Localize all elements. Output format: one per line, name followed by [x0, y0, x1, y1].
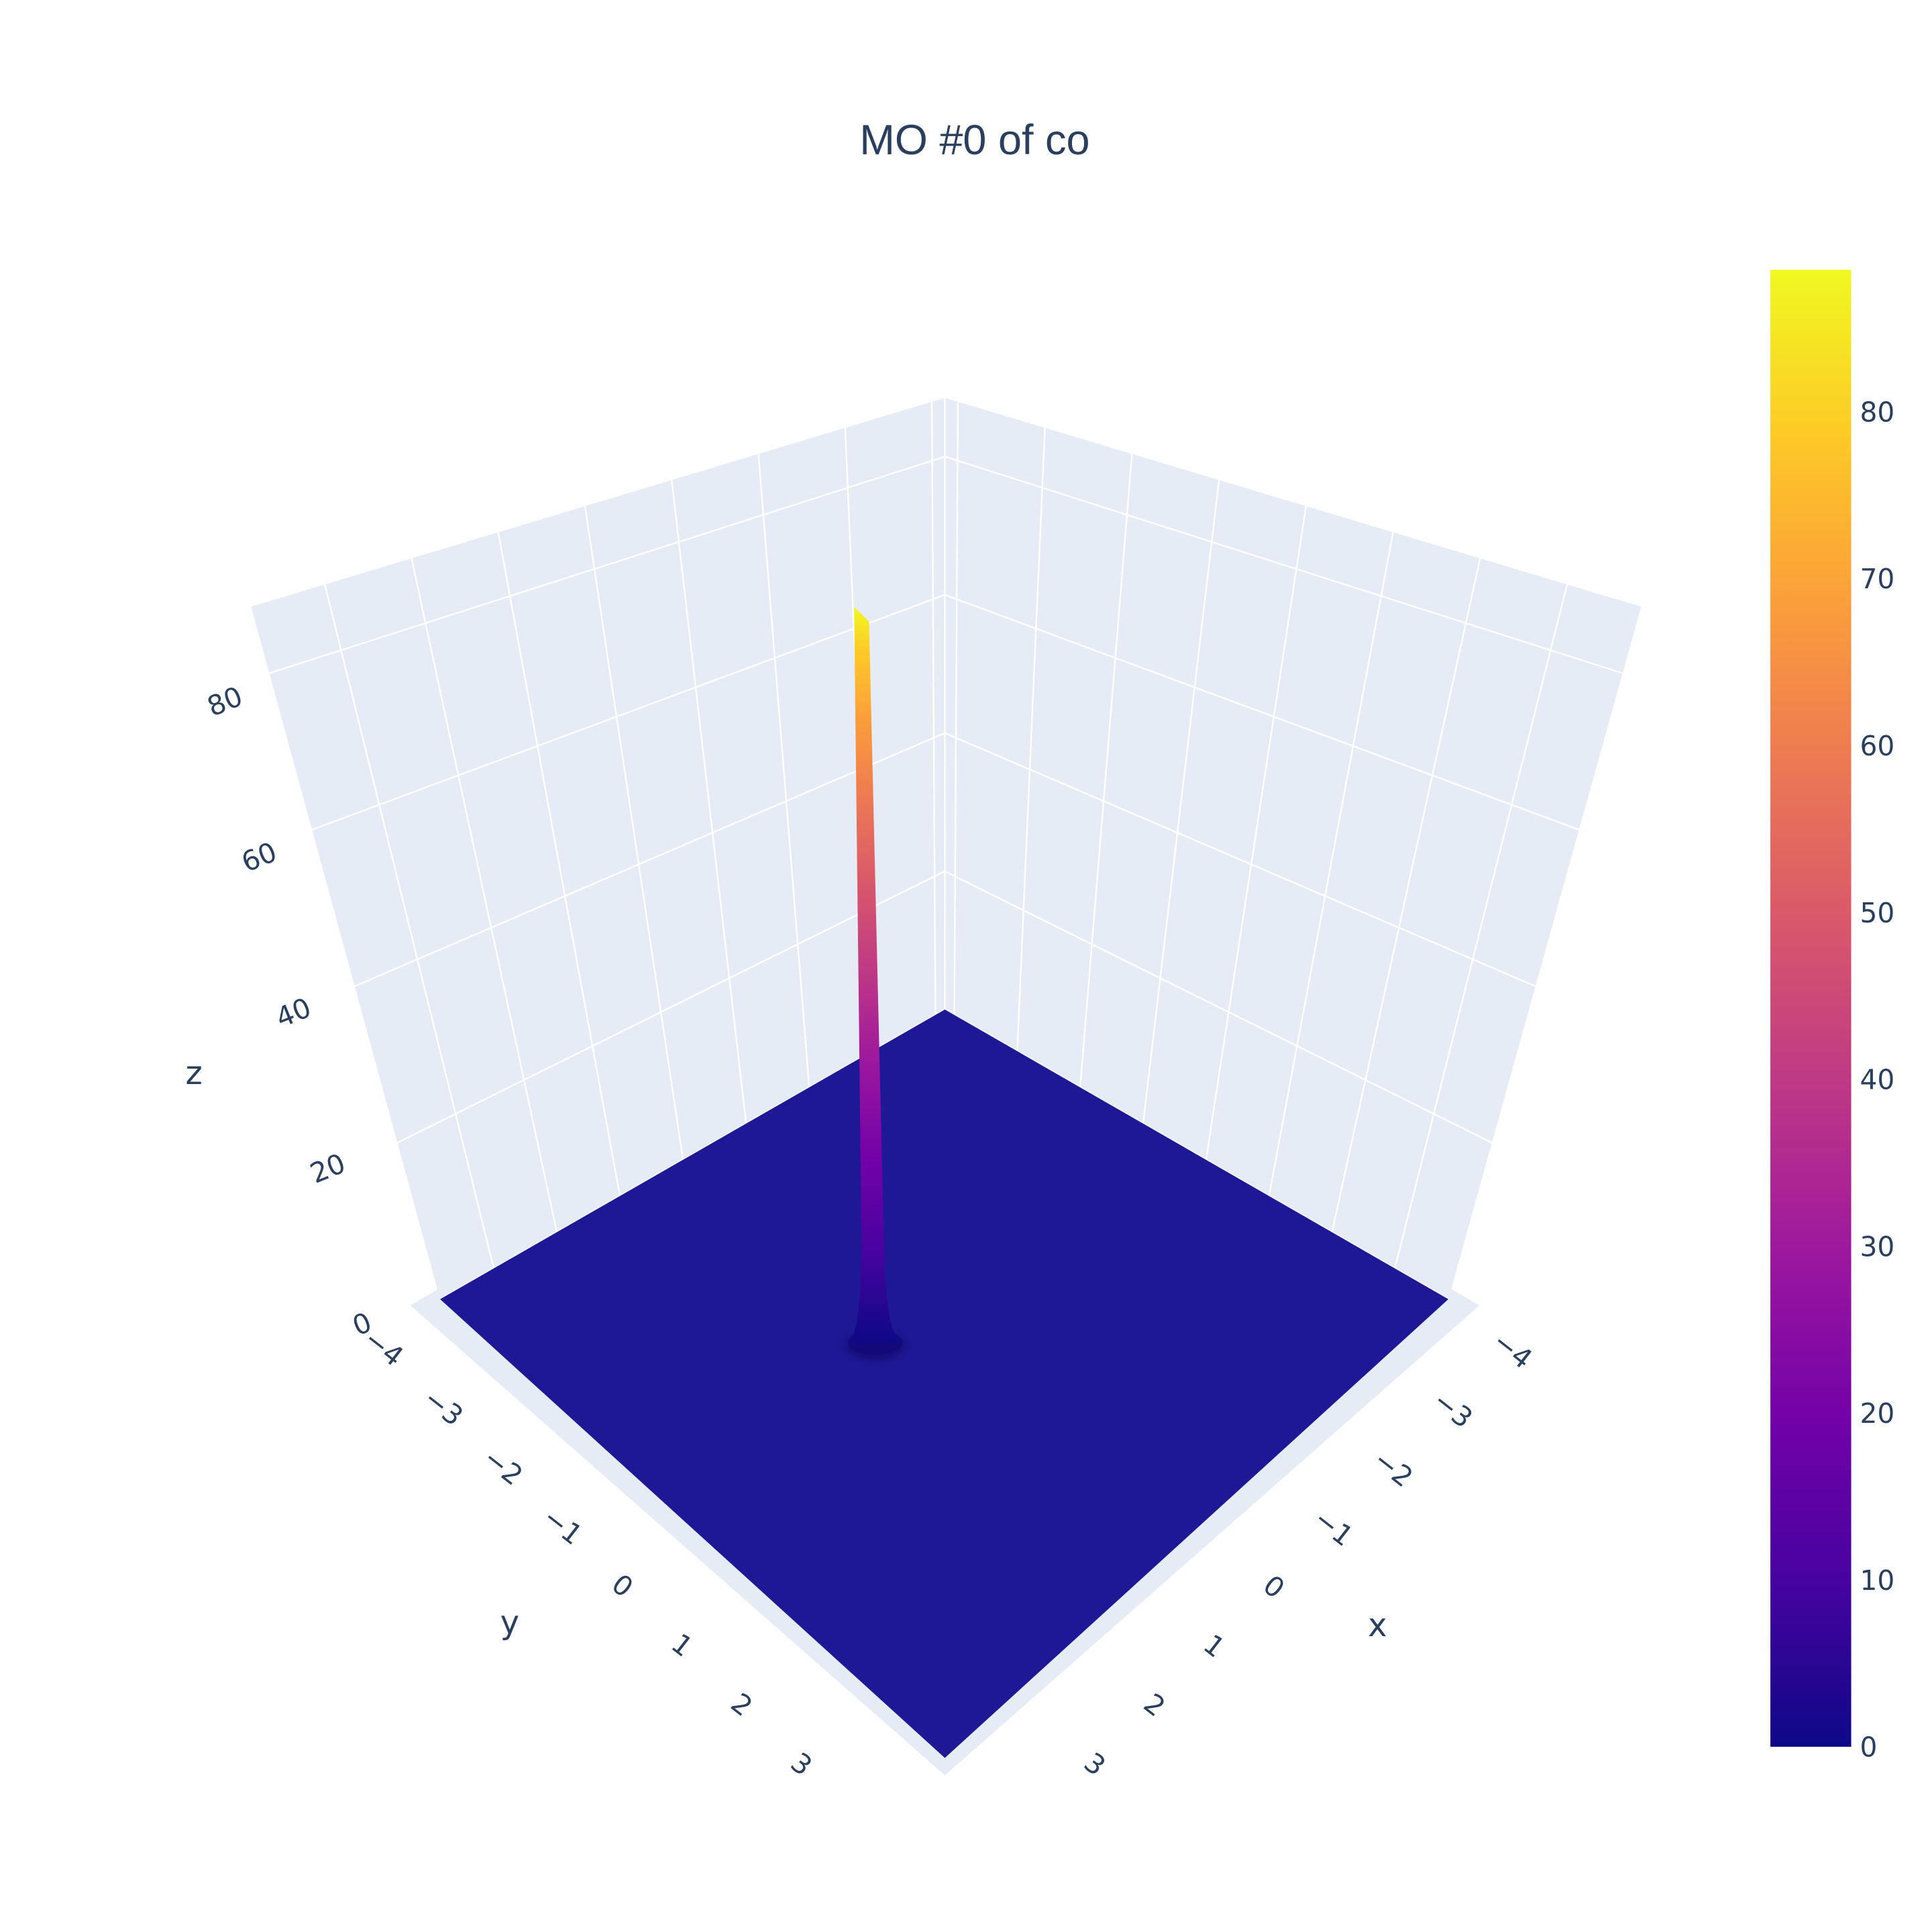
grid-line-right-vertical [1142, 480, 1220, 1124]
y-tick-label: 1 [665, 1627, 699, 1664]
colorbar: 0 10 20 30 40 50 60 70 80 [1770, 270, 1894, 1764]
grid-line-left-vertical [584, 506, 684, 1161]
colorbar-ticks: 0 10 20 30 40 50 60 70 80 [1860, 396, 1895, 1763]
grid-line-right-vertical [1016, 427, 1046, 1051]
grid-line-right-vertical [1394, 584, 1568, 1269]
grid-line-left-vertical [411, 558, 558, 1233]
x-tick-label: −2 [1367, 1444, 1419, 1494]
colorbar-gradient [1770, 270, 1851, 1747]
x-tick-label: 0 [1257, 1569, 1291, 1605]
grid-line-left-horizontal [269, 455, 945, 674]
colorbar-tick-label: 20 [1860, 1397, 1895, 1430]
z-tick-label: 20 [305, 1147, 350, 1190]
grid-line-left-vertical [930, 401, 936, 1015]
colorbar-tick-label: 70 [1860, 563, 1895, 595]
grid-line-right-horizontal [945, 732, 1536, 987]
x-tick-label: 2 [1138, 1687, 1171, 1723]
grid-line-left-vertical [671, 480, 747, 1124]
z-axis-title: z [185, 1055, 202, 1092]
grid-line-right-vertical [1079, 453, 1133, 1088]
surface-floor [440, 1009, 1449, 1758]
grid-line-left-vertical [757, 453, 810, 1088]
x-tick-label: −4 [1487, 1325, 1538, 1375]
y-tick-label: −1 [537, 1501, 588, 1552]
y-tick-label: 3 [785, 1746, 818, 1782]
z-tick-label: 40 [271, 991, 315, 1034]
y-tick-label: 2 [725, 1686, 759, 1723]
x-axis-title: x [1368, 1607, 1387, 1644]
y-tick-label: −3 [418, 1382, 470, 1432]
z-tick-label: 80 [203, 680, 247, 723]
colorbar-tick-label: 40 [1860, 1064, 1895, 1096]
x-tick-label: 3 [1078, 1746, 1112, 1782]
colorbar-tick-label: 50 [1860, 897, 1895, 929]
surface-peak [833, 606, 918, 1368]
grid-line-right-horizontal [944, 870, 1493, 1144]
chart-title: MO #0 of co [859, 117, 1089, 164]
grid-line-left-horizontal [396, 870, 946, 1144]
x-tick-label: −1 [1307, 1503, 1359, 1553]
grid-line-right-vertical [1268, 532, 1394, 1197]
grid-line-left-vertical [497, 532, 621, 1197]
x-tick-label: −3 [1427, 1385, 1479, 1435]
z-tick-label: 60 [237, 836, 281, 879]
grid-line-left-horizontal [354, 732, 945, 987]
y-tick-label: −2 [477, 1442, 529, 1492]
grid-line-left-vertical [324, 584, 495, 1269]
grid-line-right-vertical [953, 401, 959, 1015]
z-tick-label: 0 [348, 1306, 376, 1342]
peak-spike [849, 606, 900, 1343]
grid-line-left-horizontal [311, 594, 945, 830]
grid-line-right-vertical [1331, 558, 1481, 1233]
colorbar-tick-label: 30 [1860, 1230, 1895, 1263]
surface-floor-patch [440, 1009, 1449, 1758]
grid-line-right-vertical [1205, 506, 1307, 1161]
colorbar-tick-label: 10 [1860, 1564, 1895, 1597]
colorbar-tick-label: 80 [1860, 396, 1895, 428]
y-tick-label: 0 [606, 1568, 639, 1604]
grid-lines [269, 398, 1623, 1300]
grid-line-right-horizontal [945, 594, 1580, 830]
grid-line-right-horizontal [945, 455, 1623, 674]
y-axis-title: y [500, 1604, 520, 1642]
colorbar-tick-label: 0 [1860, 1731, 1878, 1764]
x-tick-label: 1 [1197, 1628, 1231, 1664]
colorbar-tick-label: 60 [1860, 730, 1895, 762]
